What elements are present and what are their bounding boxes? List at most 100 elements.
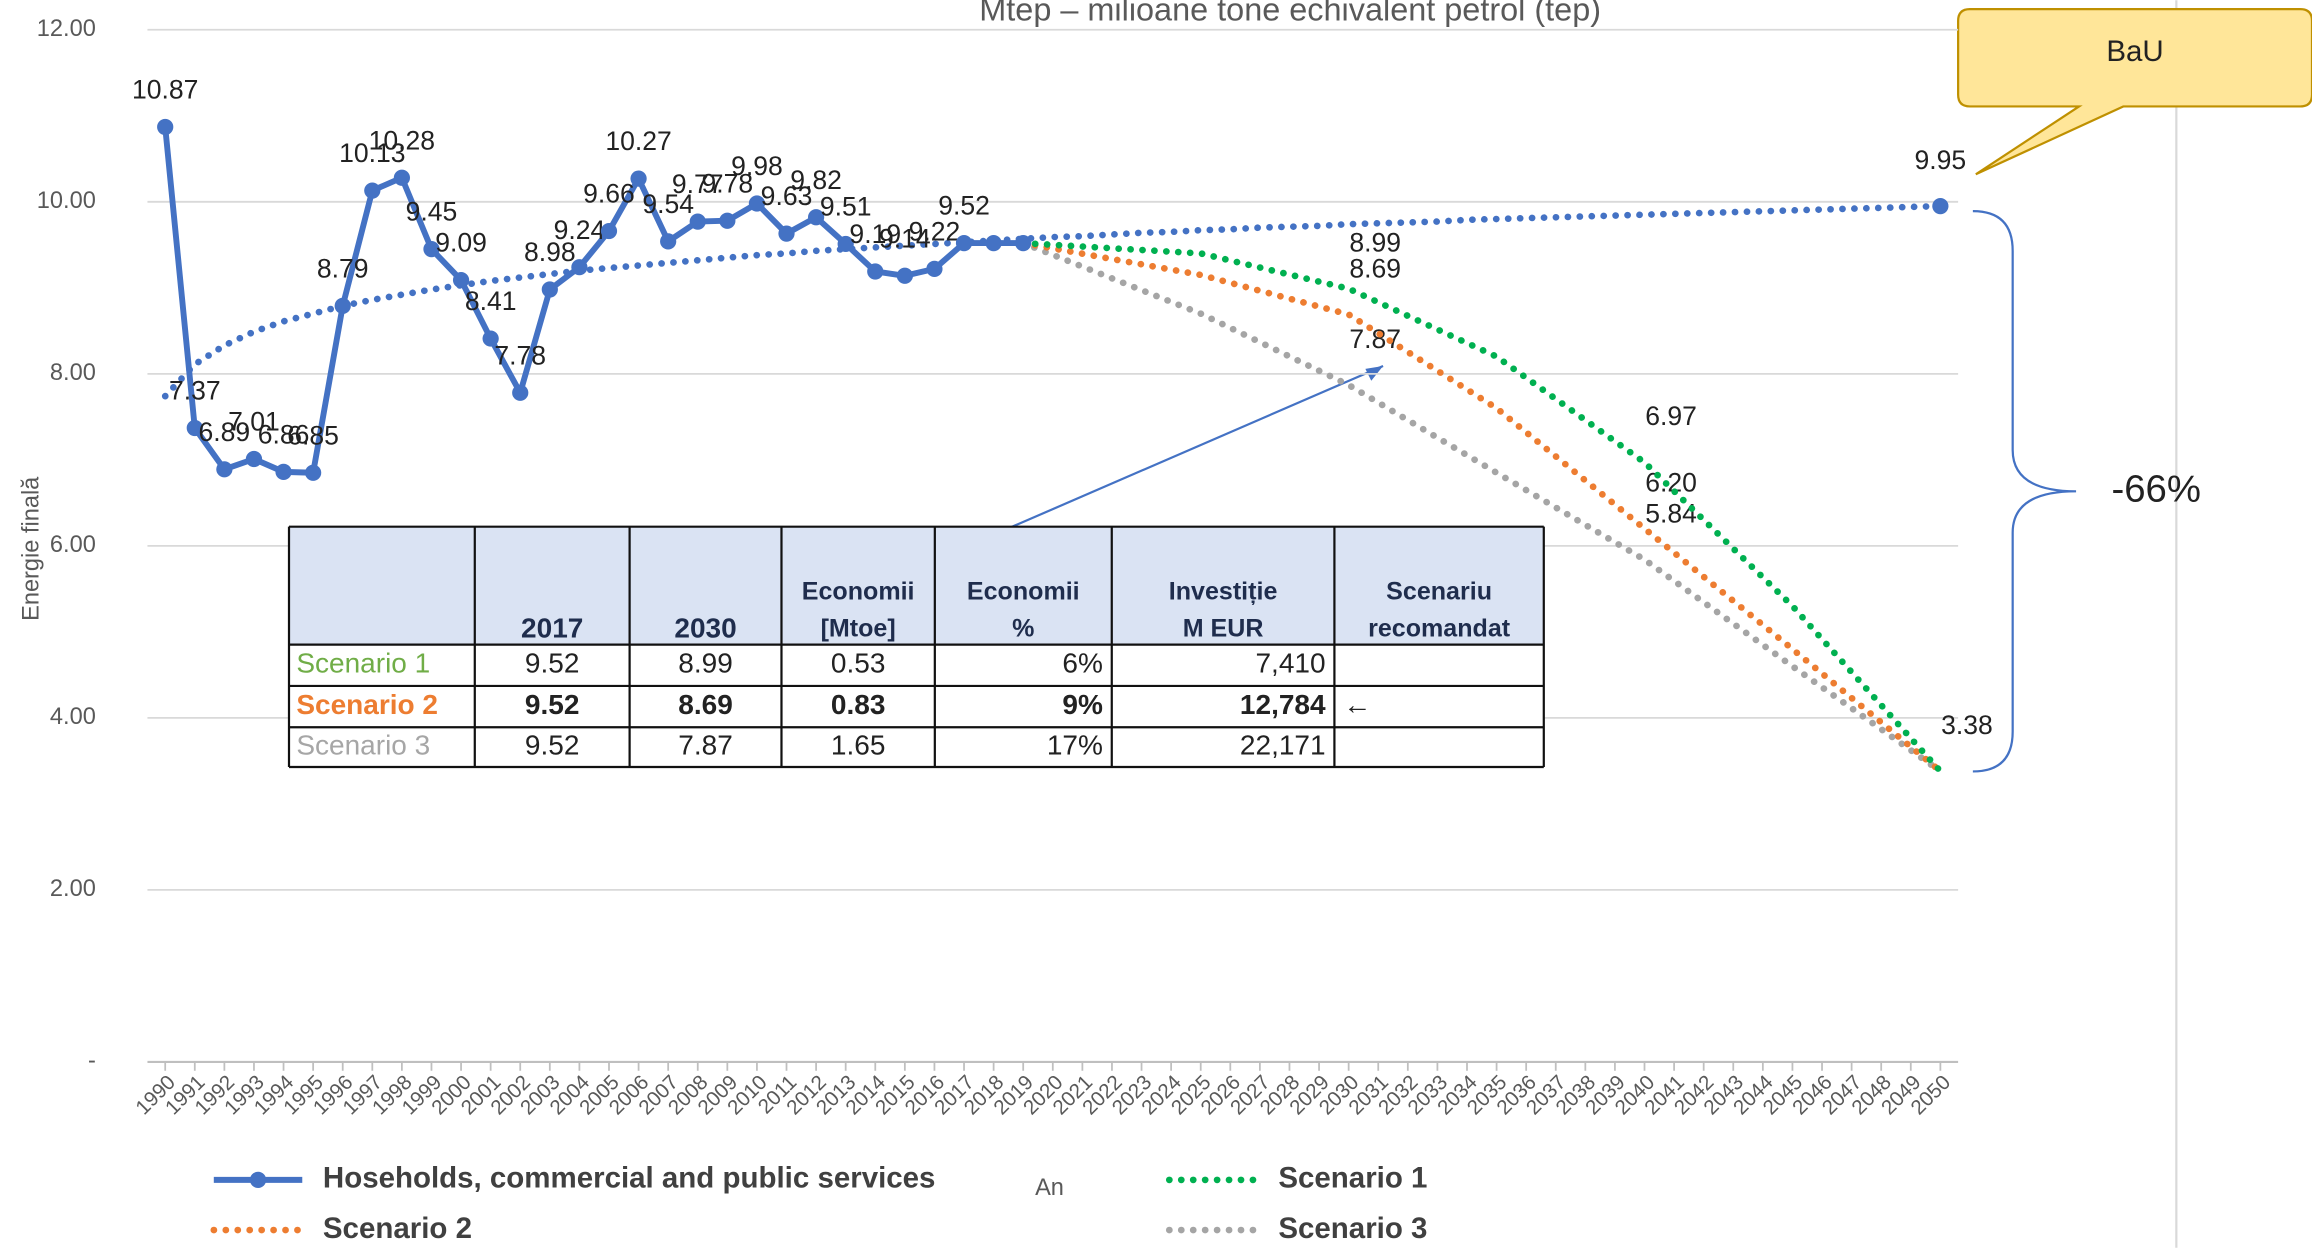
table-cell: 8.99 [678, 648, 733, 679]
y-axis-title: Energie finală [18, 476, 44, 621]
data-label: 7.37 [169, 376, 221, 406]
point [512, 384, 529, 401]
data-label: 9.24 [554, 215, 606, 245]
point [748, 195, 766, 212]
y-tick-label: 8.00 [50, 359, 96, 385]
table-cell: 6% [1062, 648, 1102, 679]
data-label: 6.20 [1645, 467, 1697, 497]
point [482, 330, 499, 347]
callout-text: BaU [2106, 35, 2163, 68]
table-header-bg [289, 526, 1544, 645]
table-header: M EUR [1183, 615, 1264, 643]
data-label: 9.98 [731, 151, 783, 181]
point [305, 464, 322, 481]
change-annotation: -66% [2111, 467, 2200, 510]
point [630, 170, 647, 187]
data-label: 9.54 [642, 189, 694, 219]
table-header: Economii [802, 578, 915, 606]
table-cell: 7.87 [678, 730, 733, 761]
data-label: 9.19 [849, 219, 901, 249]
table-cell: 17% [1047, 730, 1103, 761]
data-label: 5.84 [1645, 498, 1697, 528]
data-label: 9.52 [938, 191, 990, 221]
legend-label: Scenario 3 [1278, 1212, 1427, 1245]
point [867, 263, 884, 280]
data-label: 6.97 [1645, 401, 1697, 431]
bau-callout: BaU [1957, 8, 2312, 176]
legend-label: Scenario 1 [1278, 1162, 1427, 1195]
table-cell: 9% [1062, 689, 1103, 720]
data-label: 10.28 [369, 125, 435, 155]
table-header: Scenariu [1386, 578, 1492, 606]
table-header: recomandat [1368, 615, 1511, 643]
y-tick-label: 6.00 [50, 531, 96, 557]
data-label: 6.89 [199, 417, 251, 447]
point [1932, 197, 1949, 215]
point [275, 463, 292, 480]
data-label: 9.66 [583, 179, 635, 209]
point [926, 260, 943, 278]
data-label: 6.86 [258, 420, 310, 450]
table-cell: 9.52 [525, 730, 580, 761]
data-label: 10.13 [339, 138, 405, 168]
x-axis-title: An [1035, 1174, 1064, 1200]
legend-label: Hoseholds, commercial and public service… [323, 1162, 936, 1195]
table-row-name: Scenario 2 [296, 689, 438, 720]
data-label: 9.14 [879, 223, 931, 253]
table-cell: 7,410 [1255, 648, 1325, 679]
table-header: % [1012, 615, 1034, 643]
point [186, 419, 203, 437]
y-tick-label: 12.00 [37, 15, 96, 41]
pointer-arrow [994, 364, 1384, 536]
table-header: Investiție [1169, 578, 1278, 606]
data-label: 8.99 [1349, 227, 1401, 257]
point [541, 281, 558, 298]
table-row-name: Scenario 3 [296, 730, 430, 761]
point [985, 234, 1002, 252]
point [778, 225, 795, 242]
data-label: 9.82 [790, 165, 842, 195]
table-recommended: ← [1343, 689, 1371, 720]
data-label: 7.01 [228, 407, 280, 437]
data-label: 8.98 [524, 237, 576, 267]
point [423, 241, 440, 258]
y-tick-label: 10.00 [37, 187, 96, 213]
table-header: Economii [967, 578, 1080, 606]
table-cell: 8.69 [678, 689, 733, 720]
point [1015, 234, 1032, 252]
point [393, 169, 410, 186]
point [364, 182, 381, 199]
table-cell: 1.65 [831, 730, 885, 761]
point [571, 259, 588, 276]
data-label: 8.41 [465, 286, 517, 316]
table-cell: 0.83 [831, 689, 885, 720]
legend-marker [249, 1171, 267, 1188]
point [896, 267, 913, 284]
data-label: 9.78 [702, 168, 754, 198]
data-label: 8.79 [317, 254, 369, 284]
brace [1972, 210, 2077, 773]
data-label: 10.27 [605, 126, 671, 156]
point [452, 271, 470, 289]
table-cell: 9.52 [525, 689, 580, 720]
y-tick-label: 4.00 [50, 703, 96, 729]
data-label: 10.87 [132, 75, 198, 105]
point [660, 233, 677, 250]
callout-shape [1957, 8, 2312, 176]
data-label: 7.78 [494, 340, 546, 370]
point [837, 235, 854, 253]
scenario-line [1019, 239, 1944, 775]
y-tick-label: 2.00 [50, 875, 96, 901]
table-cell: 9.52 [525, 648, 580, 679]
table-row-name: Scenario 1 [296, 648, 430, 679]
data-label: 7.87 [1349, 324, 1401, 354]
point [245, 450, 263, 468]
table-cell: 22,171 [1240, 730, 1326, 761]
legend-label: Scenario 2 [323, 1212, 472, 1245]
data-label: 6.85 [287, 420, 339, 450]
data-label: 9.95 [1915, 145, 1967, 175]
point [807, 209, 825, 226]
table-cell: 12,784 [1240, 689, 1326, 720]
